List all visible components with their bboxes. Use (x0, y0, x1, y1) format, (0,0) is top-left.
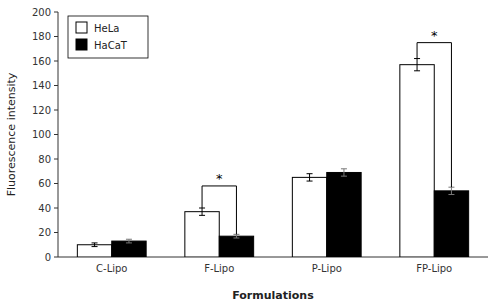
legend: HeLa HaCaT (68, 16, 148, 58)
legend-label: HeLa (94, 23, 119, 34)
y-tick (54, 85, 58, 86)
y-tick-label: 160 (32, 56, 51, 67)
x-tick-label: P-Lipo (312, 263, 342, 274)
legend-frame (68, 16, 148, 58)
y-tick (54, 12, 58, 13)
y-tick-label: 20 (38, 227, 51, 238)
significance-label: * (431, 28, 438, 43)
error-bar (448, 187, 454, 194)
bar (185, 212, 219, 257)
y-tick-label: 140 (32, 80, 51, 91)
y-tick-label: 180 (32, 31, 51, 42)
bar (434, 191, 468, 257)
chart: 0 20 40 60 80 100 120 140 160 180 200 Fluorescence … (0, 0, 500, 307)
y-tick-label: 40 (38, 203, 51, 214)
bar (327, 172, 361, 257)
error-bar (92, 243, 98, 247)
y-tick-label: 200 (32, 7, 51, 18)
y-tick-label: 100 (32, 129, 51, 140)
error-bar (199, 208, 205, 215)
x-axis-label: Formulations (232, 289, 314, 302)
y-tick-label: 80 (38, 154, 51, 165)
y-tick (54, 257, 58, 258)
y-tick (54, 159, 58, 160)
bar (400, 65, 434, 257)
bar (292, 177, 326, 257)
y-tick (54, 134, 58, 135)
error-bar (233, 234, 239, 238)
x-tick-label: F-Lipo (204, 263, 234, 274)
y-tick (54, 110, 58, 111)
x-tick-label: FP-Lipo (416, 263, 452, 274)
bar (112, 241, 146, 257)
x-tick-label: C-Lipo (96, 263, 127, 274)
y-tick-label: 120 (32, 105, 51, 116)
y-tick (54, 232, 58, 233)
error-bar (414, 59, 420, 71)
y-tick-label: 0 (45, 252, 51, 263)
y-tick (54, 61, 58, 62)
significance-label: * (216, 171, 223, 186)
y-axis-label: Fluorescence intensity (5, 72, 18, 196)
significance-bracket (202, 186, 236, 234)
significance-bracket (417, 43, 451, 188)
error-bar (341, 169, 347, 176)
legend-swatch (76, 39, 87, 50)
y-tick (54, 183, 58, 184)
plot-area (77, 43, 468, 257)
legend-swatch (76, 22, 87, 33)
y-tick (54, 36, 58, 37)
legend-label: HaCaT (94, 40, 128, 51)
y-tick-label: 60 (38, 178, 51, 189)
error-bar (307, 174, 313, 181)
bar (219, 236, 253, 257)
error-bar (126, 239, 132, 243)
y-tick (54, 208, 58, 209)
